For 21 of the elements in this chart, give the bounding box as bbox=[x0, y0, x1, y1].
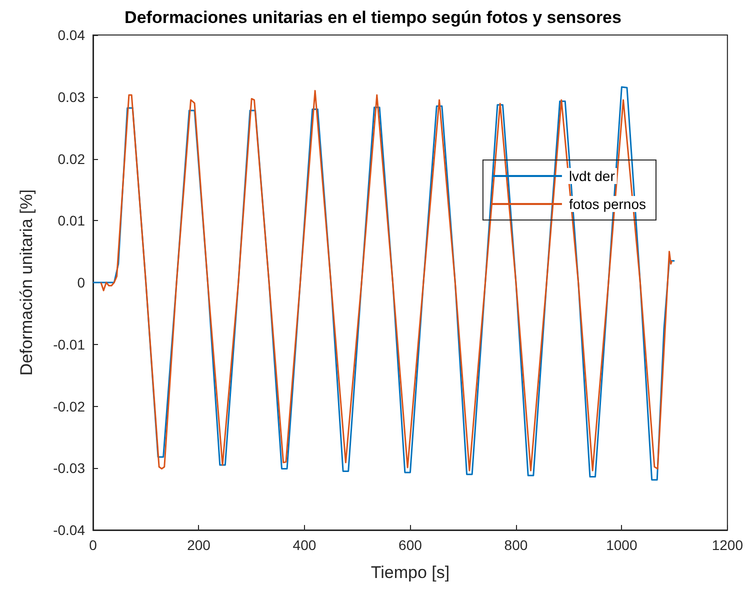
x-tick-label: 800 bbox=[504, 537, 528, 553]
y-tick-label: 0.03 bbox=[58, 88, 86, 105]
x-tick-label: 1200 bbox=[712, 537, 744, 553]
y-tick-label: 0.01 bbox=[58, 212, 86, 229]
y-tick-label: 0.02 bbox=[58, 150, 86, 167]
series-label: fotos pernos bbox=[568, 196, 646, 212]
y-tick-label: -0.02 bbox=[53, 398, 86, 414]
y-tick-label: 0.04 bbox=[58, 27, 86, 43]
x-tick-label: 0 bbox=[89, 537, 98, 553]
chart-title: Deformaciones unitarias en el tiempo según fotos y sensores bbox=[124, 8, 622, 27]
y-tick-label: -0.01 bbox=[53, 336, 86, 352]
y-tick-label: -0.03 bbox=[53, 460, 86, 476]
y-axis-title: Deformación unitaria [%] bbox=[17, 189, 36, 376]
x-tick-label: 400 bbox=[292, 537, 316, 553]
y-tick-label: -0.04 bbox=[53, 522, 86, 538]
series-label: lvdt der bbox=[568, 168, 616, 184]
x-tick-label: 200 bbox=[187, 537, 211, 553]
x-tick-label: 1000 bbox=[606, 537, 638, 553]
x-axis-title: Tiempo [s] bbox=[370, 563, 450, 582]
y-tick-label: 0 bbox=[77, 274, 86, 290]
x-tick-label: 600 bbox=[398, 537, 422, 553]
